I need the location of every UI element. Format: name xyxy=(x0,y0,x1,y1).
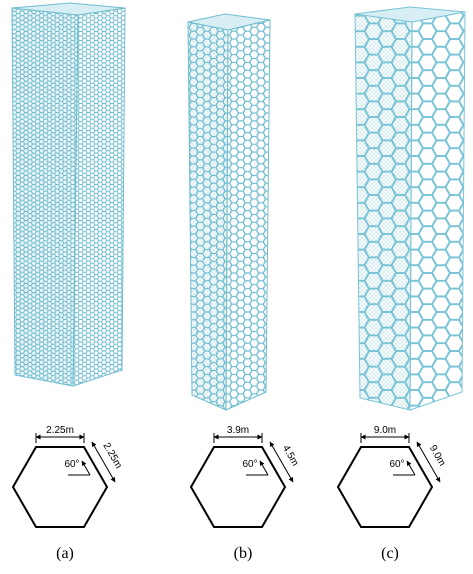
hexagon xyxy=(11,446,109,528)
dimension-line xyxy=(269,441,294,483)
dimension-line xyxy=(416,441,441,483)
angle-label: 60° xyxy=(64,459,79,470)
hexagon-diagram: 2.25m 2.25m 60° xyxy=(11,425,124,528)
angle-label: 60° xyxy=(389,459,404,470)
caption: (c) xyxy=(381,545,399,562)
side-dimension: 2.25m xyxy=(100,441,123,471)
top-dimension: 9.0m xyxy=(374,425,396,436)
caption: (a) xyxy=(56,545,74,562)
dimension-line xyxy=(91,441,116,483)
angle-arc xyxy=(259,460,269,476)
angle-arc xyxy=(81,460,91,476)
top-dimension: 2.25m xyxy=(46,425,74,436)
caption: (b) xyxy=(234,545,253,562)
tower-a xyxy=(11,2,126,387)
tower-b xyxy=(187,13,271,411)
angle-arc xyxy=(406,460,416,476)
hexagon xyxy=(189,446,287,528)
tower-c xyxy=(354,6,466,411)
top-dimension: 3.9m xyxy=(227,425,249,436)
angle-label: 60° xyxy=(242,459,257,470)
hexagon xyxy=(336,446,434,528)
